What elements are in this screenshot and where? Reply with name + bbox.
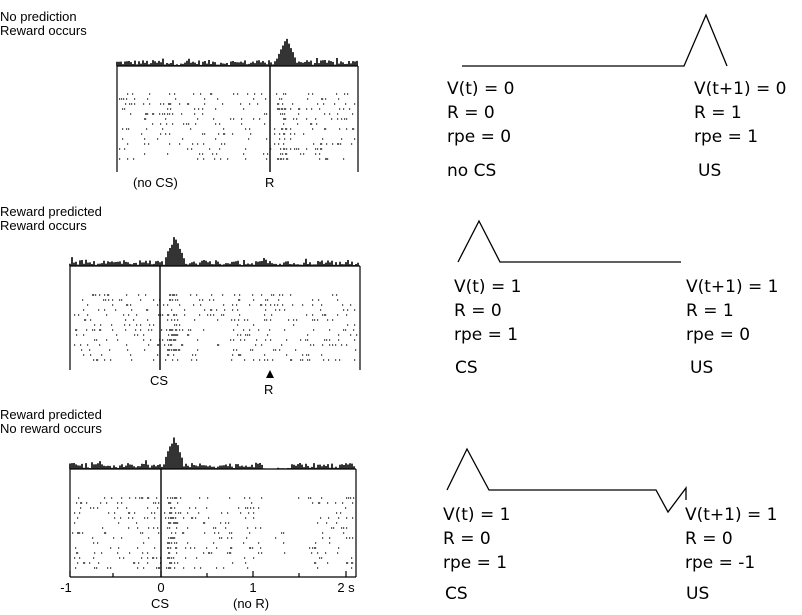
signal-trace-3	[446, 447, 687, 514]
reward-eq: R = 1	[686, 301, 734, 321]
marker-label-r: R	[264, 382, 274, 397]
rpe-eq: rpe = 1	[443, 553, 508, 573]
histogram-bars	[69, 237, 359, 266]
stimulus-label: US	[690, 358, 714, 378]
reward-arrow-icon	[266, 370, 274, 378]
stimulus-label: US	[698, 161, 722, 181]
raster-spikes	[74, 294, 358, 361]
value-eq: V(t+1) = 0	[694, 79, 787, 99]
marker-label-no-cs: (no CS)	[133, 175, 178, 190]
rpe-eq: rpe = -1	[685, 553, 756, 573]
equations-right-2: V(t+1) = 1 R = 1 rpe = 0	[686, 275, 779, 347]
condition-label-1: No prediction Reward occurs	[0, 9, 87, 38]
axis-tick-label: 0	[157, 580, 165, 595]
stimulus-label: CS	[455, 358, 478, 378]
stimulus-label: US	[686, 584, 710, 604]
rpe-eq: rpe = 0	[686, 325, 751, 345]
rpe-eq: rpe = 1	[694, 127, 759, 147]
raster-spikes	[72, 497, 355, 569]
marker-label-no-r: (no R)	[233, 596, 270, 611]
condition-label-3: Reward predicted No reward occurs	[0, 407, 102, 436]
signal-trace-1	[462, 13, 728, 67]
equations-left-3: V(t) = 1 R = 0 rpe = 1	[443, 503, 510, 575]
value-eq: V(t) = 1	[454, 277, 522, 297]
marker-label-r: R	[265, 175, 275, 190]
equations-right-1: V(t+1) = 0 R = 1 rpe = 1	[694, 77, 787, 149]
marker-label-cs: CS	[151, 596, 170, 611]
value-eq: V(t) = 0	[447, 79, 515, 99]
rpe-eq: rpe = 0	[447, 127, 512, 147]
reward-eq: R = 0	[443, 529, 491, 549]
value-eq: V(t) = 1	[443, 505, 511, 525]
condition-label-2: Reward predicted Reward occurs	[0, 204, 102, 233]
equations-right-3: V(t+1) = 1 R = 0 rpe = -1	[685, 503, 778, 575]
reward-eq: R = 0	[454, 301, 502, 321]
equations-left-1: V(t) = 0 R = 0 rpe = 0	[447, 77, 514, 149]
axis-tick-label: -1	[60, 580, 72, 595]
reward-eq: R = 1	[694, 103, 742, 123]
equations-left-2: V(t) = 1 R = 0 rpe = 1	[454, 275, 521, 347]
rpe-eq: rpe = 1	[454, 325, 519, 345]
histogram-bars	[69, 437, 355, 469]
axis-tick-label: 1	[249, 580, 257, 595]
reward-eq: R = 0	[447, 103, 495, 123]
value-eq: V(t+1) = 1	[686, 277, 779, 297]
reward-eq: R = 0	[685, 529, 733, 549]
histogram-bars	[116, 38, 358, 66]
stimulus-label: CS	[445, 584, 468, 604]
stimulus-label: no CS	[447, 161, 497, 181]
signal-trace-2	[457, 219, 681, 263]
value-eq: V(t+1) = 1	[685, 505, 778, 525]
marker-label-cs: CS	[150, 373, 169, 388]
axis-tick-label: 2 s	[337, 580, 355, 595]
raster-spikes	[119, 93, 356, 160]
